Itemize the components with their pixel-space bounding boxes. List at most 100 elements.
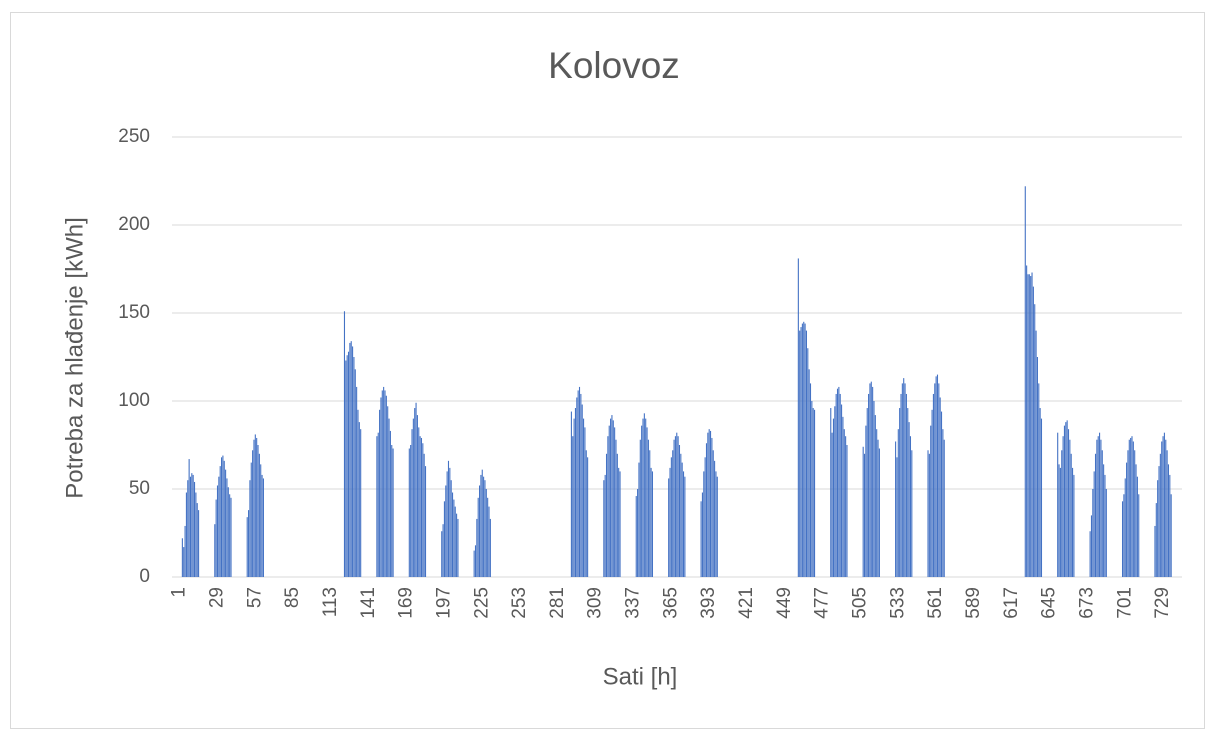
bar <box>412 418 414 577</box>
x-tick-label: 281 <box>547 587 568 619</box>
bar <box>226 478 228 577</box>
bar <box>480 474 482 577</box>
chart-title: Kolovoz <box>548 45 680 86</box>
bar <box>809 383 812 577</box>
bar <box>577 390 579 577</box>
bar <box>678 445 681 577</box>
bar <box>927 450 929 577</box>
x-tick-label: 673 <box>1076 587 1097 619</box>
bar <box>481 469 483 577</box>
bar <box>584 427 586 577</box>
bar <box>487 497 489 577</box>
x-tick-label: 113 <box>320 587 341 617</box>
bar <box>863 453 866 577</box>
bar <box>423 453 425 577</box>
bar <box>1034 304 1036 577</box>
bar <box>1132 441 1134 577</box>
bar <box>674 436 676 577</box>
x-tick-label: 57 <box>244 587 265 608</box>
bar <box>1090 515 1093 577</box>
bar <box>711 437 713 577</box>
bar <box>1069 439 1071 577</box>
bar <box>345 360 347 577</box>
bar <box>1031 272 1033 577</box>
x-tick-label: 477 <box>812 587 833 619</box>
bar <box>1100 439 1102 577</box>
bar <box>869 383 871 577</box>
bar <box>870 381 872 577</box>
bar <box>343 311 346 577</box>
bar <box>1059 467 1061 577</box>
bar <box>250 462 252 577</box>
bar <box>1138 494 1140 577</box>
bar <box>668 478 670 577</box>
x-tick-label: 309 <box>585 587 606 619</box>
bar <box>610 418 612 577</box>
bar <box>489 518 491 577</box>
bar <box>712 450 714 577</box>
bar <box>392 448 394 577</box>
bar <box>453 499 455 577</box>
bar <box>701 492 703 577</box>
bar <box>619 471 621 577</box>
bar <box>604 474 606 577</box>
bar <box>1157 480 1159 577</box>
x-tick-label: 225 <box>471 587 492 619</box>
bar <box>416 415 418 577</box>
bar <box>451 492 454 577</box>
bar <box>261 474 263 577</box>
bar <box>580 393 582 577</box>
bar <box>805 330 807 577</box>
bar <box>1032 286 1034 577</box>
bar <box>612 420 614 577</box>
x-tick-label: 617 <box>1001 587 1022 619</box>
bar <box>899 408 901 577</box>
bar <box>842 416 844 577</box>
bar <box>230 497 232 577</box>
x-tick-label: 365 <box>660 587 681 619</box>
bar <box>420 437 423 577</box>
bar <box>835 393 837 577</box>
bar <box>911 450 913 577</box>
x-tick-label: 197 <box>433 587 454 619</box>
x-tick-label: 449 <box>774 587 795 619</box>
bar <box>408 448 410 577</box>
y-tick-label: 100 <box>118 390 150 411</box>
bar <box>1136 476 1138 577</box>
bar <box>1036 357 1038 577</box>
bar <box>938 383 940 577</box>
bar <box>807 348 809 577</box>
bar <box>646 427 648 577</box>
bar <box>476 518 478 577</box>
bar <box>832 418 835 577</box>
bar <box>618 467 620 577</box>
bar <box>1128 439 1130 577</box>
bar <box>872 386 874 577</box>
bar <box>391 445 393 577</box>
bar <box>705 443 708 577</box>
bar <box>841 404 843 577</box>
bar <box>641 425 643 577</box>
bar <box>865 425 867 577</box>
x-tick-label: 421 <box>736 587 757 619</box>
bar <box>801 323 803 577</box>
bar <box>1170 494 1172 577</box>
bar <box>1154 525 1156 577</box>
bar <box>635 496 637 577</box>
bar <box>909 436 912 577</box>
bar <box>839 393 841 577</box>
bar <box>185 492 187 577</box>
bar <box>1040 418 1043 577</box>
bar <box>195 492 197 577</box>
x-tick-label: 589 <box>963 587 984 619</box>
bar <box>608 425 610 577</box>
bar <box>905 393 907 577</box>
bar <box>800 327 802 577</box>
bar <box>376 436 378 577</box>
bar <box>1030 276 1032 577</box>
bar <box>1126 462 1128 577</box>
bar <box>484 480 486 577</box>
bar <box>1166 450 1168 577</box>
bar <box>349 342 351 577</box>
bar <box>704 457 706 577</box>
